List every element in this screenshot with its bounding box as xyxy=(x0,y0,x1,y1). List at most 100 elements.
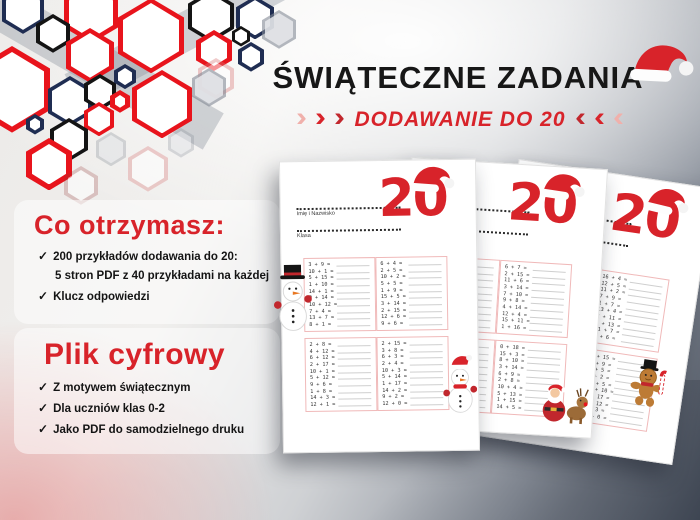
hexagon-decoration xyxy=(232,26,250,47)
problem-text: 2 + 15 = xyxy=(381,307,407,314)
check-icon: ✓ xyxy=(38,289,49,303)
answer-line xyxy=(336,305,371,307)
snowman-santa-hat-icon xyxy=(443,354,478,413)
class-label: Klasa xyxy=(296,232,311,240)
digital-heading: Plik cyfrowy xyxy=(44,338,226,371)
problem-row: 8 + 1 = xyxy=(309,321,371,328)
answer-line xyxy=(409,357,443,360)
problem-text: 6 + 4 = xyxy=(380,260,403,268)
list-item: ✓ 200 przykładów dodawania do 20: xyxy=(38,249,270,263)
problem-text: 3 + 8 = xyxy=(381,347,404,354)
problem-text: 2 + 8 = xyxy=(309,341,332,349)
list-item: ✓ Klucz odpowiedzi xyxy=(38,289,270,303)
chevron-right-icon: › xyxy=(334,102,346,132)
list-item-text: Z motywem świątecznym xyxy=(53,382,191,394)
problem-text: 10 + 1 = xyxy=(309,368,335,375)
benefits-heading: Co otrzymasz: xyxy=(34,210,226,240)
problem-text: 10 + 1 = xyxy=(308,268,334,275)
chevron-right-icon: › xyxy=(315,102,327,132)
problem-row: 12 + 1 = xyxy=(310,401,372,408)
answer-line xyxy=(408,304,442,306)
problem-text: 8 + 1 = xyxy=(309,321,332,328)
problem-text: 1 + 10 = xyxy=(308,281,334,289)
hexagon-decoration xyxy=(128,146,168,192)
list-item: ✓ Jako PDF do samodzielnego druku xyxy=(38,422,270,436)
answer-line xyxy=(408,297,442,299)
problem-box: 3 + 9 = 10 + 1 = 5 + 15 = 1 + 10 = 14 + 1 = 9… xyxy=(303,257,377,333)
answer-line xyxy=(409,310,443,313)
problem-text: 1 + 9 = xyxy=(380,287,403,294)
problem-text: 2 + 15 = xyxy=(381,340,407,348)
answer-line xyxy=(337,371,371,374)
big-number-20: 20 xyxy=(378,168,448,230)
answer-line xyxy=(338,391,372,394)
worksheet-page-1: Imię i Nazwisko Klasa 20 3 + 9 = 10 + 1 =… xyxy=(273,158,481,454)
problem-text: 5 + 14 = xyxy=(381,374,408,381)
answer-line xyxy=(338,385,372,387)
problem-text: 9 + 14 = xyxy=(308,295,334,302)
problem-text: 14 + 5 = xyxy=(496,403,522,412)
answer-line xyxy=(408,270,442,273)
answer-line xyxy=(410,377,444,379)
subtitle-row: › › › DODAWANIE DO 20 ‹ ‹ ‹ xyxy=(270,102,650,133)
big-number-20: 20 xyxy=(506,172,578,237)
page-title: ŚWIĄTECZNE ZADANIA xyxy=(272,60,644,95)
problem-text: 1 + 17 = xyxy=(382,380,408,388)
answer-line xyxy=(337,351,371,354)
answer-line xyxy=(408,264,442,266)
list-item-text: 5 stron PDF z 40 przykładami na każdej xyxy=(55,270,270,282)
problem-text: 7 + 4 = xyxy=(309,308,331,315)
problem-text: 10 + 2 = xyxy=(380,274,406,281)
answer-line xyxy=(609,420,642,427)
problem-box: 6 + 7 = 2 + 15 = 11 + 6 = 3 + 14 = 7 + 10 = 9… xyxy=(495,259,573,339)
problem-text: 1 + 16 = xyxy=(501,323,527,332)
big-number-20: 20 xyxy=(606,182,683,252)
answer-line xyxy=(410,404,444,406)
problem-text: 14 + 3 = xyxy=(310,394,336,402)
answer-line xyxy=(620,341,654,347)
problem-box: 2 + 8 = 4 + 12 = 6 + 12 = 2 + 17 = 10 + 1 = 5… xyxy=(304,337,378,413)
problem-text: 15 + 5 = xyxy=(380,294,406,301)
gingerbread-man-icon xyxy=(630,359,667,407)
problem-row: 9 + 6 = xyxy=(381,320,443,327)
benefits-card: Co otrzymasz: ✓ 200 przykładów dodawania… xyxy=(14,200,280,324)
list-item-text: Klucz odpowiedzi xyxy=(53,291,150,303)
chevron-left-icon: ‹ xyxy=(574,102,586,132)
answer-line xyxy=(337,325,371,327)
problem-text: 2 + 4 = xyxy=(381,360,404,368)
answer-line xyxy=(529,329,563,333)
answer-line xyxy=(408,290,442,293)
problem-text: 12 + 0 = xyxy=(382,400,408,407)
problem-text: 10 + 12 = xyxy=(308,301,338,309)
answer-line xyxy=(409,350,443,353)
problem-text: 14 + 1 = xyxy=(308,288,334,295)
hexagon-decoration xyxy=(26,114,44,135)
chevron-left-icon: ‹ xyxy=(593,102,605,132)
check-icon: ✓ xyxy=(38,380,49,394)
list-item: 5 stron PDF z 40 przykładami na każdej xyxy=(38,270,270,282)
check-icon: ✓ xyxy=(38,401,49,415)
problem-text: 14 + 2 = xyxy=(382,387,408,394)
answer-line xyxy=(337,318,371,320)
answer-line xyxy=(336,265,370,267)
problem-text: 6 + 12 = xyxy=(309,355,335,362)
problem-text: 9 + 2 = xyxy=(382,393,405,401)
problem-text: 12 + 6 = xyxy=(381,313,407,321)
problem-text: 13 + 7 = xyxy=(309,314,335,322)
digital-file-card: Plik cyfrowy ✓ Z motywem świątecznym ✓ D… xyxy=(14,328,280,454)
answer-line xyxy=(338,378,372,380)
answer-line xyxy=(338,398,372,400)
answer-line xyxy=(409,364,443,366)
answer-line xyxy=(336,271,370,274)
page-subtitle: DODAWANIE DO 20 xyxy=(354,107,566,131)
problem-text: 3 + 14 = xyxy=(380,300,407,308)
problem-text: 9 + 6 = xyxy=(310,381,333,389)
answer-line xyxy=(338,405,372,407)
answer-line xyxy=(337,345,371,347)
problem-text: 5 + 15 = xyxy=(308,275,334,282)
check-icon: ✓ xyxy=(38,422,49,436)
problem-text: 12 + 1 = xyxy=(310,401,336,408)
list-item: ✓ Z motywem świątecznym xyxy=(38,380,270,394)
answer-line xyxy=(408,284,442,286)
answer-line xyxy=(336,298,370,300)
